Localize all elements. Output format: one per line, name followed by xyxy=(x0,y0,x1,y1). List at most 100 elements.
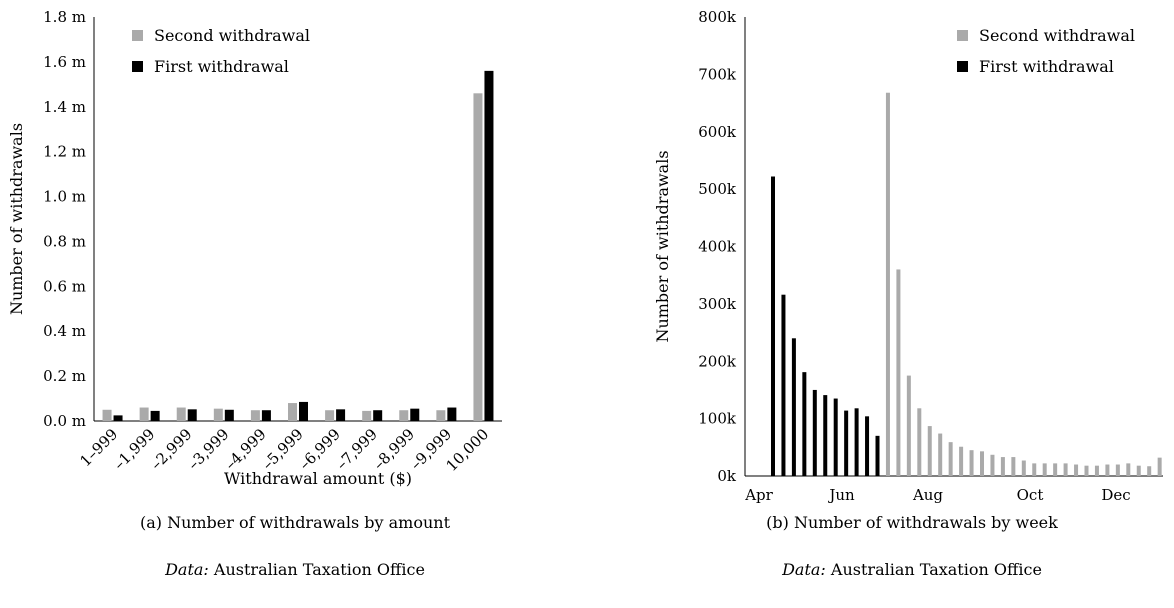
legend-swatch xyxy=(132,30,143,41)
bar-first-withdrawal xyxy=(484,70,494,421)
y-tick-label: 0k xyxy=(717,467,737,485)
bar-first-withdrawal xyxy=(336,409,346,421)
source-prefix: Data: xyxy=(165,560,209,579)
bar-second-withdrawal xyxy=(362,410,372,421)
bar-first-withdrawal xyxy=(823,395,828,476)
bar-first-withdrawal xyxy=(224,409,234,421)
bar-first-withdrawal xyxy=(299,401,308,421)
y-axis-label: Number of withdrawals xyxy=(7,123,26,315)
y-tick-label: 800k xyxy=(698,8,737,26)
y-tick-label: 200k xyxy=(698,352,737,370)
x-tick-label: Aug xyxy=(912,486,943,504)
bar-second-withdrawal xyxy=(948,442,953,476)
bar-second-withdrawal xyxy=(1042,463,1047,476)
source-text: Australian Taxation Office xyxy=(830,560,1042,579)
bar-first-withdrawal xyxy=(771,176,775,476)
bar-first-withdrawal xyxy=(812,389,817,476)
y-tick-label: 1.2 m xyxy=(43,143,86,161)
bar-second-withdrawal xyxy=(959,446,964,476)
x-tick-label: Jun xyxy=(827,486,855,504)
bar-second-withdrawal xyxy=(906,375,911,476)
bar-second-withdrawal xyxy=(1021,460,1026,476)
legend-label: Second withdrawal xyxy=(154,26,310,45)
bar-first-withdrawal xyxy=(410,408,420,421)
source-panel-a: Data: Australian Taxation Office xyxy=(0,560,590,579)
y-tick-label: 0.4 m xyxy=(43,322,86,340)
bar-second-withdrawal xyxy=(1157,457,1162,476)
caption-panel-b: (b) Number of withdrawals by week xyxy=(766,513,1058,532)
source-text: Australian Taxation Office xyxy=(213,560,425,579)
legend-label: First withdrawal xyxy=(154,57,289,76)
bar-first-withdrawal xyxy=(854,408,859,476)
bar-first-withdrawal xyxy=(187,409,197,421)
y-tick-label: 1.6 m xyxy=(43,53,86,71)
y-tick-label: 0.0 m xyxy=(43,412,86,430)
bar-second-withdrawal xyxy=(980,451,984,476)
bar-second-withdrawal xyxy=(938,433,943,476)
legend-swatch xyxy=(132,61,143,72)
bar-second-withdrawal xyxy=(1000,457,1005,476)
bar-second-withdrawal xyxy=(1011,457,1016,476)
bar-first-withdrawal xyxy=(865,416,870,476)
x-tick-label: Apr xyxy=(744,486,773,504)
x-axis-label: Withdrawal amount ($) xyxy=(224,469,412,488)
bar-second-withdrawal xyxy=(1126,463,1131,476)
bar-first-withdrawal xyxy=(373,410,383,421)
y-tick-label: 700k xyxy=(698,65,737,83)
bar-second-withdrawal xyxy=(990,454,995,476)
x-tick-label: Dec xyxy=(1101,486,1130,504)
y-tick-label: 300k xyxy=(698,295,737,313)
legend-swatch xyxy=(957,61,968,72)
y-tick-label: 0.6 m xyxy=(43,277,86,295)
bar-second-withdrawal xyxy=(896,269,901,476)
y-tick-label: 500k xyxy=(698,180,737,198)
bar-second-withdrawal xyxy=(1105,464,1110,476)
bar-first-withdrawal xyxy=(447,407,457,421)
bar-second-withdrawal xyxy=(1094,465,1099,476)
y-tick-label: 1.0 m xyxy=(43,188,86,206)
bar-first-withdrawal xyxy=(844,410,849,476)
bar-second-withdrawal xyxy=(102,409,112,421)
bar-second-withdrawal xyxy=(1084,465,1089,476)
bar-second-withdrawal xyxy=(969,450,974,476)
bar-first-withdrawal xyxy=(150,410,160,421)
bar-second-withdrawal xyxy=(1115,464,1120,476)
chart-withdrawals-by-amount: 0.0 m 0.2 m 0.4 m 0.6 m 0.8 m 1.0 m 1.2 m 1.4 m… xyxy=(7,8,502,488)
bar-first-withdrawal xyxy=(791,338,796,476)
chart-withdrawals-by-week: 0k 100k 200k 300k 400k 500k 600k 700k 800k Number… xyxy=(653,8,1163,504)
bar-second-withdrawal xyxy=(1136,465,1141,476)
bar-second-withdrawal xyxy=(399,410,409,421)
source-panel-b: Data: Australian Taxation Office xyxy=(650,560,1174,579)
bar-first-withdrawal xyxy=(261,410,271,421)
caption-panel-a: (a) Number of withdrawals by amount xyxy=(139,513,451,532)
bar-second-withdrawal xyxy=(1063,463,1068,476)
legend-label: Second withdrawal xyxy=(979,26,1135,45)
bar-second-withdrawal xyxy=(139,407,149,421)
bar-first-withdrawal xyxy=(802,372,807,476)
bar-second-withdrawal xyxy=(250,410,260,421)
y-tick-label: 400k xyxy=(698,238,737,256)
bar-second-withdrawal xyxy=(213,408,223,421)
bar-second-withdrawal xyxy=(1147,466,1152,476)
bar-second-withdrawal xyxy=(1074,464,1079,476)
bar-second-withdrawal xyxy=(436,410,446,421)
bar-second-withdrawal xyxy=(917,408,922,476)
bar-second-withdrawal xyxy=(1032,463,1037,476)
y-tick-label: 1.4 m xyxy=(43,98,86,116)
y-tick-label: 0.2 m xyxy=(43,367,86,385)
legend-swatch xyxy=(957,30,968,41)
y-tick-label: 600k xyxy=(698,123,737,141)
bar-second-withdrawal xyxy=(1053,463,1058,476)
bar-second-withdrawal xyxy=(288,403,297,421)
bar-second-withdrawal xyxy=(176,407,186,421)
bar-second-withdrawal xyxy=(325,410,335,421)
bar-first-withdrawal xyxy=(113,415,123,421)
bar-second-withdrawal xyxy=(885,92,890,477)
bar-first-withdrawal xyxy=(833,398,838,476)
bar-first-withdrawal xyxy=(781,294,786,476)
bar-second-withdrawal xyxy=(927,426,932,476)
y-tick-label: 100k xyxy=(698,410,737,428)
source-prefix: Data: xyxy=(782,560,826,579)
legend-label: First withdrawal xyxy=(979,57,1114,76)
y-tick-label: 1.8 m xyxy=(43,8,86,26)
